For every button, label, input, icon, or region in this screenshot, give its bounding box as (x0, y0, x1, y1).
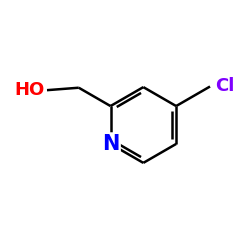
Text: Cl: Cl (216, 78, 235, 96)
Text: N: N (102, 134, 119, 154)
Text: HO: HO (15, 81, 45, 99)
